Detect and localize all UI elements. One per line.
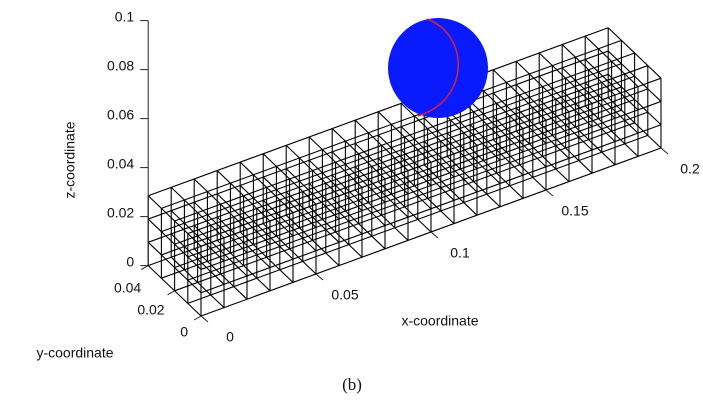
caption: (b) bbox=[342, 375, 362, 394]
chart: z-coordinate x-coordinate y-coordinate (… bbox=[0, 0, 703, 401]
x-tick bbox=[431, 232, 438, 238]
y-tick bbox=[168, 291, 175, 295]
z-axis-label: z-coordinate bbox=[62, 121, 78, 198]
x-tick bbox=[316, 274, 323, 280]
x-axis-label: x-coordinate bbox=[401, 313, 478, 329]
z-tick-label: 0.08 bbox=[107, 57, 134, 73]
x-tick-label: 0 bbox=[226, 329, 234, 345]
y-tick-label: 0.02 bbox=[137, 302, 164, 318]
z-tick-label: 0.02 bbox=[107, 204, 134, 220]
z-tick-label: 0.04 bbox=[107, 155, 134, 171]
z-tick-label: 0.06 bbox=[107, 106, 134, 122]
x-tick bbox=[661, 148, 668, 154]
x-tick-label: 0.2 bbox=[680, 161, 700, 177]
z-tick-label: 0 bbox=[126, 253, 134, 269]
x-tick bbox=[546, 190, 553, 196]
y-tick bbox=[141, 266, 148, 270]
x-tick bbox=[201, 316, 208, 322]
sphere bbox=[388, 18, 488, 118]
y-axis-label: y-coordinate bbox=[36, 345, 113, 361]
z-tick-label: 0.1 bbox=[115, 8, 135, 24]
x-tick-label: 0.1 bbox=[450, 245, 470, 261]
x-tick-label: 0.05 bbox=[331, 287, 358, 303]
y-tick bbox=[194, 316, 201, 320]
x-tick-label: 0.15 bbox=[561, 203, 588, 219]
y-tick-label: 0 bbox=[180, 324, 188, 340]
y-tick-label: 0.04 bbox=[114, 279, 141, 295]
